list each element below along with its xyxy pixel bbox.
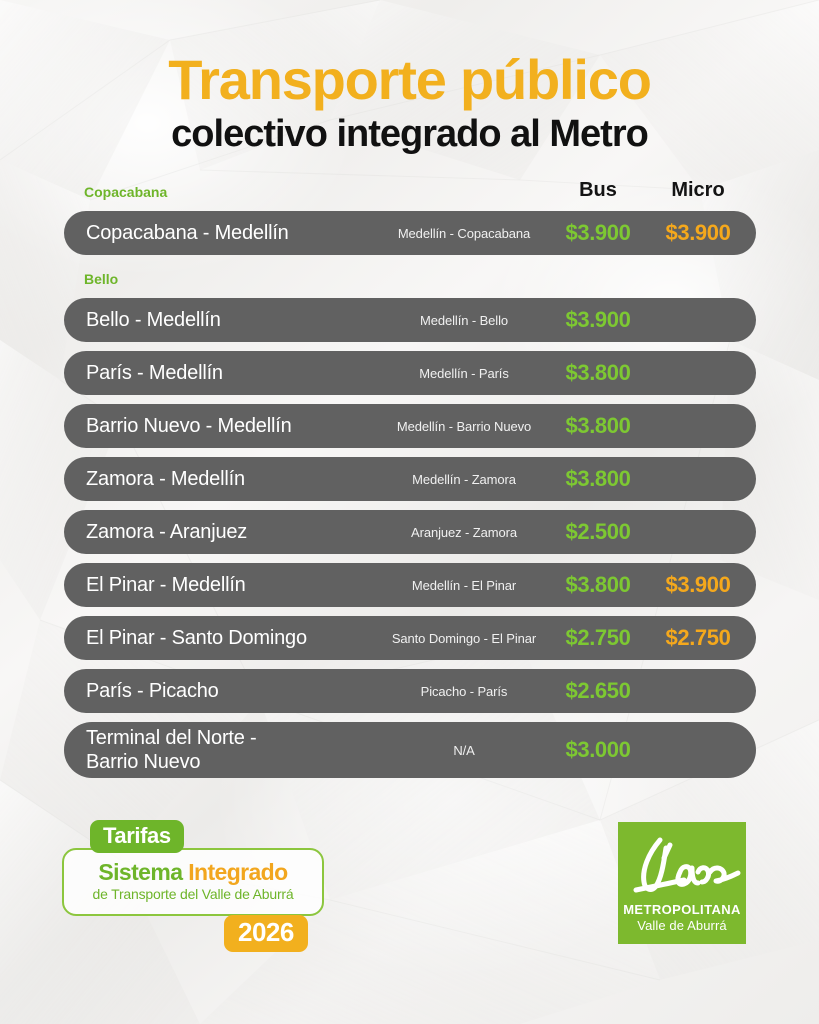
route-name: El Pinar - Medellín [86,573,246,596]
badge-title-orange: Integrado [188,859,288,885]
fare-bus: $3.800 [565,466,631,491]
route-reverse: Aranjuez - Zamora [411,524,517,540]
route-name: París - Medellín [86,361,223,384]
badge-year-label: 2026 [224,915,308,952]
poster-header: Transporte público colectivo integrado a… [0,52,819,156]
column-header-bus: Bus [579,179,617,201]
route-name: Terminal del Norte - Barrio Nuevo [86,727,257,773]
page-title: Transporte público [168,48,652,111]
fare-bus: $2.500 [565,519,631,544]
badge-box: Sistema Integrado de Transporte del Vall… [62,848,324,917]
route-reverse: N/A [453,742,475,758]
fare-micro: $3.900 [665,220,731,245]
route-reverse: Santo Domingo - El Pinar [391,630,537,646]
fare-bus: $3.900 [565,220,631,245]
table-row: París - Picacho Picacho - París $2.650 [64,669,756,713]
fare-bus: $3.000 [565,737,631,762]
route-reverse: Medellín - Bello [420,312,508,328]
route-name: Copacabana - Medellín [86,221,289,244]
logo-line-metropolitana: METROPOLITANA [623,902,741,918]
fare-micro: $3.900 [665,572,731,597]
table-row: Zamora - Medellín Medellín - Zamora $3.8… [64,457,756,501]
tarifas-badge: Tarifas Sistema Integrado de Transporte … [62,818,332,952]
badge-tab-label: Tarifas [90,820,184,853]
route-reverse: Medellín - Zamora [412,471,516,487]
section-header-bello: Bello [84,271,119,287]
table-row: Zamora - Aranjuez Aranjuez - Zamora $2.5… [64,510,756,554]
fare-bus: $3.800 [565,360,631,385]
table-row: Barrio Nuevo - Medellín Medellín - Barri… [64,404,756,448]
poster-footer: Tarifas Sistema Integrado de Transporte … [0,818,819,958]
route-name: El Pinar - Santo Domingo [86,626,307,649]
area-script-icon [633,837,741,893]
route-reverse: Picacho - París [420,683,508,699]
fare-bus: $3.800 [565,413,631,438]
fare-micro: $2.750 [665,625,731,650]
table-row: Copacabana - Medellín Medellín - Copacab… [64,211,756,255]
logo-line-valle: Valle de Aburrá [637,918,727,934]
fare-bus: $3.900 [565,307,631,332]
section-header-copacabana: Copacabana [84,184,168,200]
fare-bus: $3.800 [565,572,631,597]
badge-subtitle: de Transporte del Valle de Aburrá [92,886,294,903]
badge-title-green: Sistema [98,859,189,885]
route-reverse: Medellín - El Pinar [411,577,517,593]
table-column-headers: Bus Micro [0,179,819,205]
route-name: Zamora - Aranjuez [86,520,248,543]
route-name: Zamora - Medellín [86,467,245,490]
route-name: Bello - Medellín [86,308,221,331]
page-subtitle: colectivo integrado al Metro [171,113,649,155]
table-row: El Pinar - Medellín Medellín - El Pinar … [64,563,756,607]
route-reverse: Medellín - París [419,365,509,381]
route-name: Barrio Nuevo - Medellín [86,414,292,437]
fare-bus: $2.750 [565,625,631,650]
fares-table: Copacabana Copacabana - Medellín Medellí… [64,182,756,778]
route-name: París - Picacho [86,679,219,702]
table-row: Terminal del Norte - Barrio Nuevo N/A $3… [64,722,756,778]
fare-bus: $2.650 [565,678,631,703]
route-reverse: Medellín - Copacabana [397,225,531,241]
table-row: El Pinar - Santo Domingo Santo Domingo -… [64,616,756,660]
table-row: Bello - Medellín Medellín - Bello $3.900 [64,298,756,342]
table-row: París - Medellín Medellín - París $3.800 [64,351,756,395]
badge-title: Sistema Integrado [76,860,310,884]
route-reverse: Medellín - Barrio Nuevo [396,418,532,434]
area-metropolitana-logo: METROPOLITANA Valle de Aburrá [618,822,746,944]
column-header-micro: Micro [671,179,725,201]
